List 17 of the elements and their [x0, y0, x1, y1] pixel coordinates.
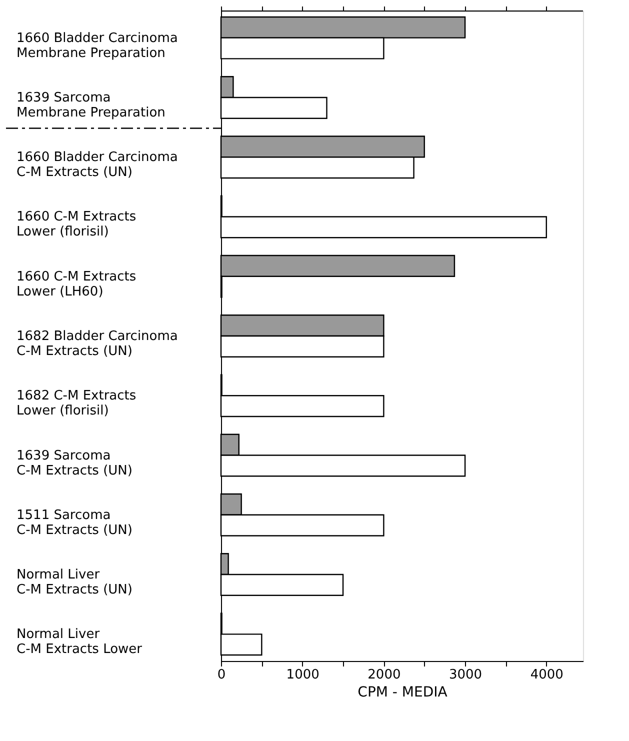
y-tick-label: Normal Liver C-M Extracts Lower — [16, 627, 143, 658]
y-tick-label: Normal Liver C-M Extracts (UN) — [16, 568, 132, 598]
y-tick-label: 1660 Bladder Carcinoma C-M Extracts (UN) — [16, 150, 178, 180]
x-tick-label: 2000 — [368, 668, 401, 682]
y-tick-label: 1660 C-M Extracts Lower (LH60) — [16, 269, 136, 300]
x-tick-label: 3000 — [449, 668, 482, 682]
y-tick-label: 1511 Sarcoma C-M Extracts (UN) — [16, 508, 132, 538]
x-tick-label: 0 — [217, 668, 226, 682]
y-tick-label: 1682 Bladder Carcinoma C-M Extracts (UN) — [16, 329, 178, 359]
x-tick-label: 1000 — [286, 668, 320, 682]
x-tick-label: 4000 — [530, 668, 564, 682]
y-tick-label: 1639 Sarcoma Membrane Preparation — [16, 90, 166, 120]
y-tick-label: 1660 Bladder Carcinoma Membrane Preparation — [16, 30, 178, 61]
y-tick-label: 1682 C-M Extracts Lower (florisil) — [16, 388, 136, 419]
x-axis-title: CPM - MEDIA — [358, 684, 448, 700]
y-tick-label: 1639 Sarcoma C-M Extracts (UN) — [16, 448, 132, 478]
y-tick-label: 1660 C-M Extracts Lower (florisil) — [16, 210, 136, 240]
